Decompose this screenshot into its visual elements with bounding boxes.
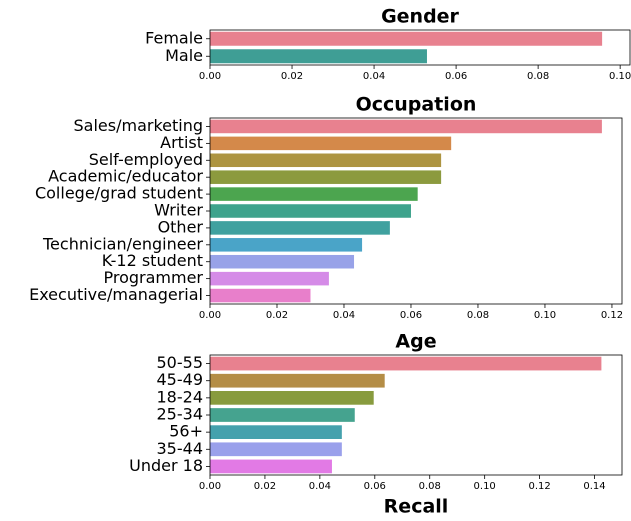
bar [210,391,374,405]
bar [210,459,332,474]
y-tick-label: Programmer [103,268,203,287]
x-tick-label: 0.00 [199,71,221,82]
y-tick-label: 25-34 [157,405,204,424]
bar [210,221,390,235]
x-tick-label: 0.06 [400,310,422,321]
x-tick-label: 0.10 [534,310,556,321]
x-tick-label: 0.12 [601,310,623,321]
bar [210,408,355,422]
y-tick-label: 50-55 [157,353,204,372]
y-tick-label: Academic/educator [48,167,203,186]
plot-frame [209,117,623,305]
x-tick-label: 0.06 [364,481,386,492]
bar [210,373,385,388]
x-tick-label: 0.02 [281,71,303,82]
bar [210,153,442,168]
y-tick-label: Technician/engineer [42,234,203,253]
x-tick-label: 0.14 [583,481,605,492]
x-tick-label: 0.10 [609,71,631,82]
x-tick-label: 0.08 [419,481,441,492]
plot-frame [209,29,631,66]
bar [210,238,363,252]
bar [210,425,342,439]
y-tick-label: Male [165,46,203,65]
x-tick-label: 0.08 [467,310,489,321]
bar [210,288,311,303]
x-tick-label: 0.12 [528,481,550,492]
bar [210,254,355,269]
x-tick-label: 0.04 [309,481,331,492]
x-tick-label: 0.02 [266,310,288,321]
plot-frame [209,354,623,476]
y-tick-label: 35-44 [157,439,204,458]
bar [210,204,411,218]
x-tick-label: 0.00 [199,310,221,321]
y-tick-label: Other [158,217,204,236]
y-tick-label: Self-employed [89,150,203,169]
chart-title: Age [395,331,436,353]
y-tick-label: Artist [160,133,203,152]
bar [210,49,427,64]
x-tick-label: 0.06 [445,71,467,82]
x-tick-label: 0.08 [527,71,549,82]
y-tick-label: Sales/marketing [74,116,204,135]
x-tick-label: 0.04 [333,310,355,321]
bar [210,31,603,46]
bar [210,187,418,201]
y-tick-label: K-12 student [102,251,203,270]
chart-title: Gender [381,6,459,28]
y-tick-label: Under 18 [129,456,203,475]
bar [210,442,342,457]
y-tick-label: 45-49 [157,370,204,389]
bar [210,136,452,151]
y-tick-label: Writer [154,201,203,220]
x-tick-label: 0.10 [474,481,496,492]
x-axis-label: Recall [384,496,449,518]
bar [210,170,442,184]
x-tick-label: 0.04 [363,71,385,82]
bar [210,119,602,134]
bar [210,271,329,286]
y-tick-label: Executive/managerial [29,285,203,304]
y-tick-label: 56+ [169,422,203,441]
x-tick-label: 0.00 [199,481,221,492]
y-tick-label: College/grad student [35,184,203,203]
x-tick-label: 0.02 [254,481,276,492]
bar [210,356,602,371]
y-tick-label: Female [145,28,203,47]
y-tick-label: 18-24 [157,387,204,406]
chart-title: Occupation [356,94,477,116]
